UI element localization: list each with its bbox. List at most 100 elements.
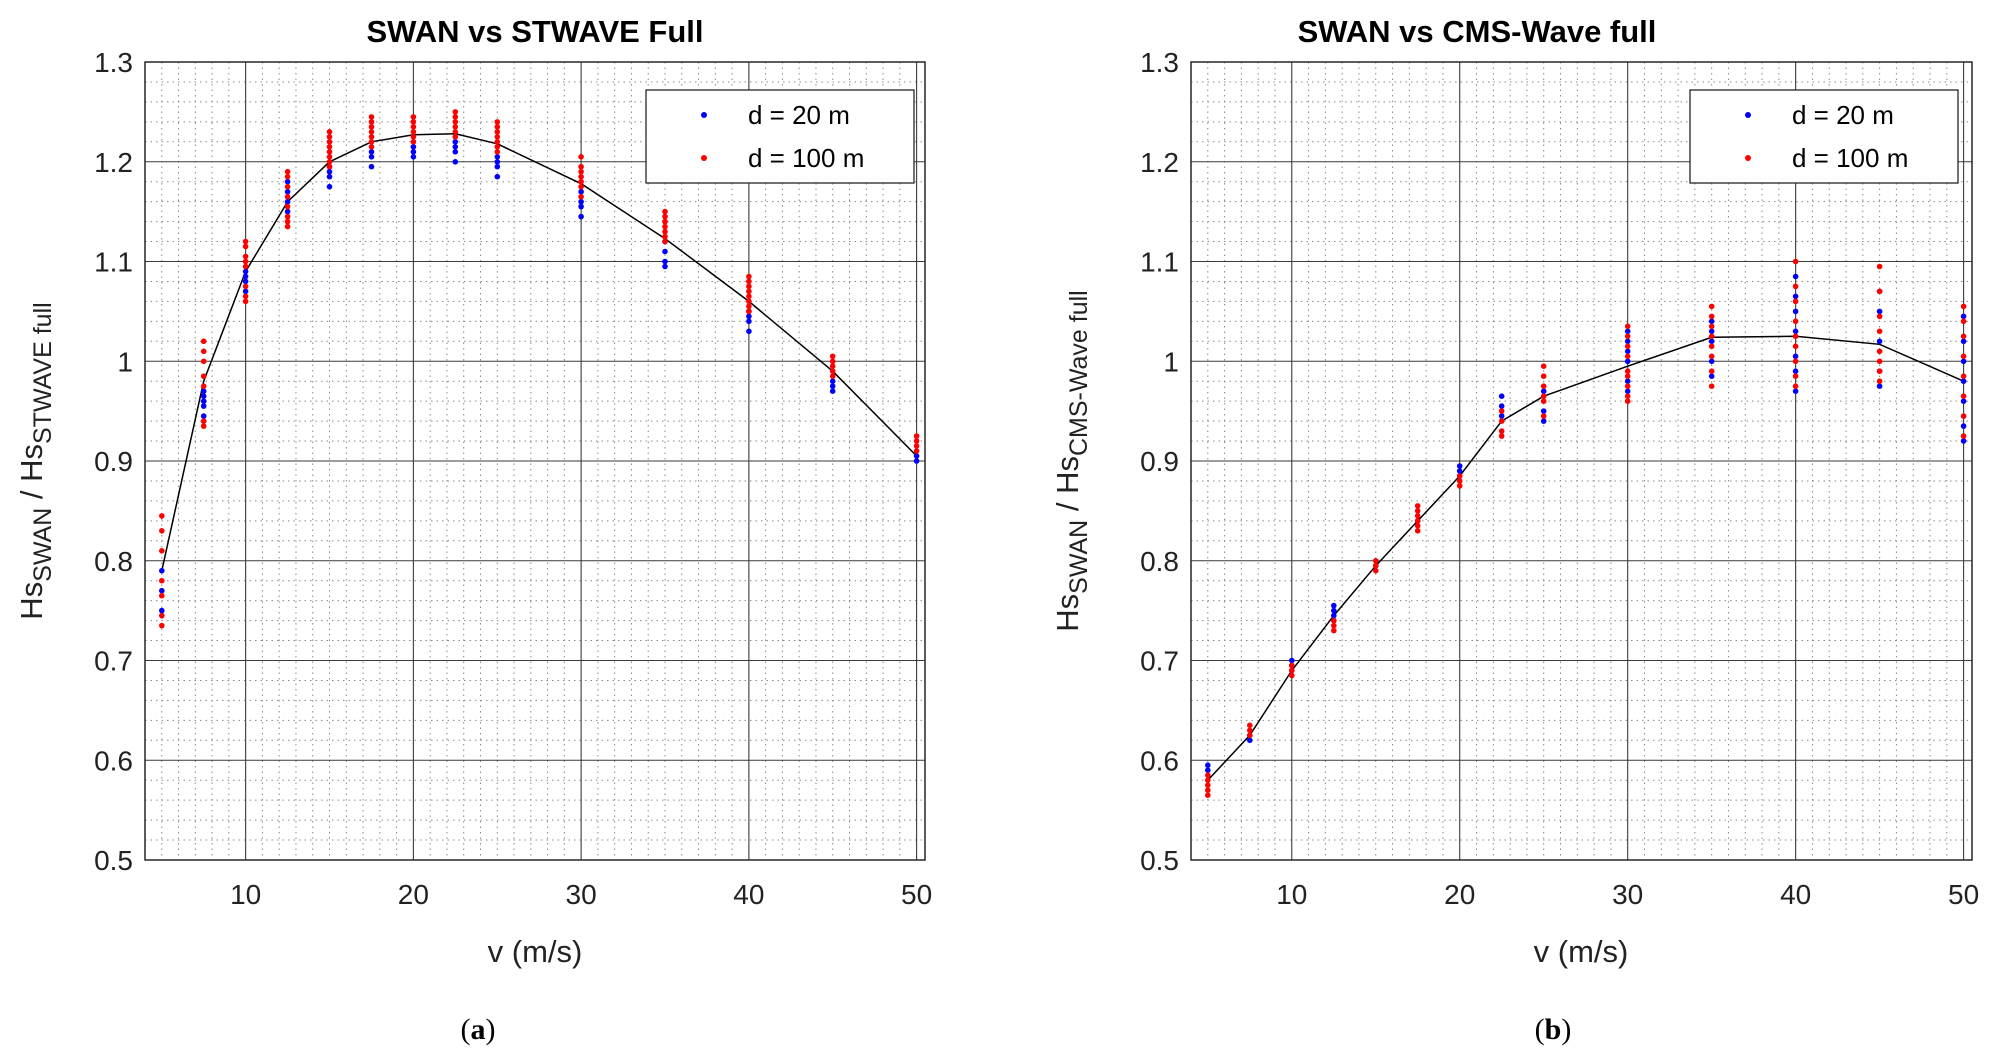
data-point [662, 208, 668, 215]
data-point [1876, 313, 1883, 320]
series-d100-b [1205, 258, 1967, 798]
data-point [494, 149, 501, 155]
data-point [1792, 293, 1799, 300]
legend-marker-d20-a [701, 112, 707, 118]
data-point [913, 458, 920, 464]
data-point [662, 228, 668, 235]
data-point [1792, 333, 1799, 340]
data-point [1876, 288, 1883, 295]
data-point [662, 218, 668, 225]
data-point [159, 548, 165, 554]
data-point [1373, 567, 1379, 574]
x-tick-labels-a: 10 20 30 40 50 [230, 879, 932, 910]
data-point [1331, 627, 1337, 634]
data-point [1876, 308, 1883, 315]
data-point [1960, 313, 1967, 320]
data-point [284, 218, 291, 225]
data-point [326, 134, 333, 140]
y-label-sub1-b: SWAN [1065, 520, 1093, 594]
fit-line-b [1207, 335, 1964, 781]
data-point [1414, 513, 1421, 519]
data-point [1624, 338, 1631, 345]
legend-box-b [1689, 89, 1959, 184]
minor-grid-b [1190, 62, 1972, 860]
data-point [746, 308, 752, 315]
x-tick-label: 40 [1780, 879, 1811, 910]
data-point [1792, 273, 1799, 280]
data-point [200, 388, 207, 395]
data-point [410, 119, 417, 125]
data-point [1960, 378, 1967, 385]
data-point [1960, 438, 1967, 444]
data-point [1414, 523, 1421, 529]
data-point [284, 203, 291, 210]
data-point [1456, 463, 1463, 469]
data-point [1960, 333, 1967, 340]
data-point [578, 198, 584, 205]
data-point [1624, 373, 1631, 380]
data-point [410, 144, 417, 150]
y-axis-label-b: HsSWAN / HsCMS-Wave full [1050, 290, 1093, 631]
data-point [1624, 343, 1631, 350]
x-tick-label: 30 [566, 879, 597, 910]
data-point [1708, 328, 1715, 335]
data-point [410, 154, 417, 160]
chart-title-a: SWAN vs STWAVE Full [366, 14, 703, 49]
data-point [1876, 263, 1883, 270]
data-point [746, 273, 752, 280]
x-tick-labels-b: 10 20 30 40 50 [1276, 879, 1979, 910]
data-point [1960, 413, 1967, 419]
data-point [746, 318, 752, 325]
fit-curve [161, 133, 918, 571]
data-point [284, 193, 291, 200]
data-point [242, 263, 249, 270]
data-point [1624, 378, 1631, 385]
data-point [662, 258, 668, 265]
x-tick-label: 50 [901, 879, 932, 910]
fit-curve [1207, 335, 1964, 781]
legend-a: d = 20 m d = 100 m [645, 89, 915, 184]
chart-panel-a: SWAN vs STWAVE Full 0.5 0.6 0.7 0.8 0.9 1 1.1 1… [14, 14, 932, 1046]
data-point [1792, 318, 1799, 325]
data-point [1876, 348, 1883, 355]
data-point [494, 154, 501, 160]
legend-b: d = 20 m d = 100 m [1689, 89, 1959, 184]
data-point [1624, 323, 1631, 330]
data-point [829, 353, 836, 360]
data-point [913, 438, 920, 444]
data-point [326, 159, 333, 165]
data-point [1498, 428, 1505, 434]
y-axis-label-a: HsSWAN / HsSTWAVE full [14, 302, 57, 619]
data-point [1624, 393, 1631, 400]
data-point [1960, 358, 1967, 365]
data-point [1960, 373, 1967, 380]
data-point [829, 358, 836, 365]
data-point [494, 139, 501, 145]
data-point [1708, 333, 1715, 340]
data-point [1708, 368, 1715, 375]
data-point [368, 124, 375, 130]
data-point [1960, 433, 1967, 439]
data-point [1792, 298, 1799, 305]
y-tick-label: 0.6 [1140, 745, 1179, 776]
data-point [1540, 393, 1547, 400]
data-point [494, 134, 501, 140]
data-point [1247, 737, 1253, 744]
data-point [1876, 383, 1883, 390]
data-point [1708, 318, 1715, 325]
data-point [159, 567, 165, 574]
data-point [1247, 727, 1253, 734]
data-point [1624, 358, 1631, 365]
data-point [1456, 473, 1463, 479]
data-point [1540, 373, 1547, 380]
legend-label-d100-b: d = 100 m [1792, 143, 1908, 173]
data-point [284, 213, 291, 220]
y-label-main-b: Hs [1050, 594, 1085, 632]
data-point [1498, 418, 1505, 424]
data-point [368, 149, 375, 155]
data-point [662, 233, 668, 240]
data-point [284, 188, 291, 195]
data-point [326, 163, 333, 170]
data-point [326, 149, 333, 155]
